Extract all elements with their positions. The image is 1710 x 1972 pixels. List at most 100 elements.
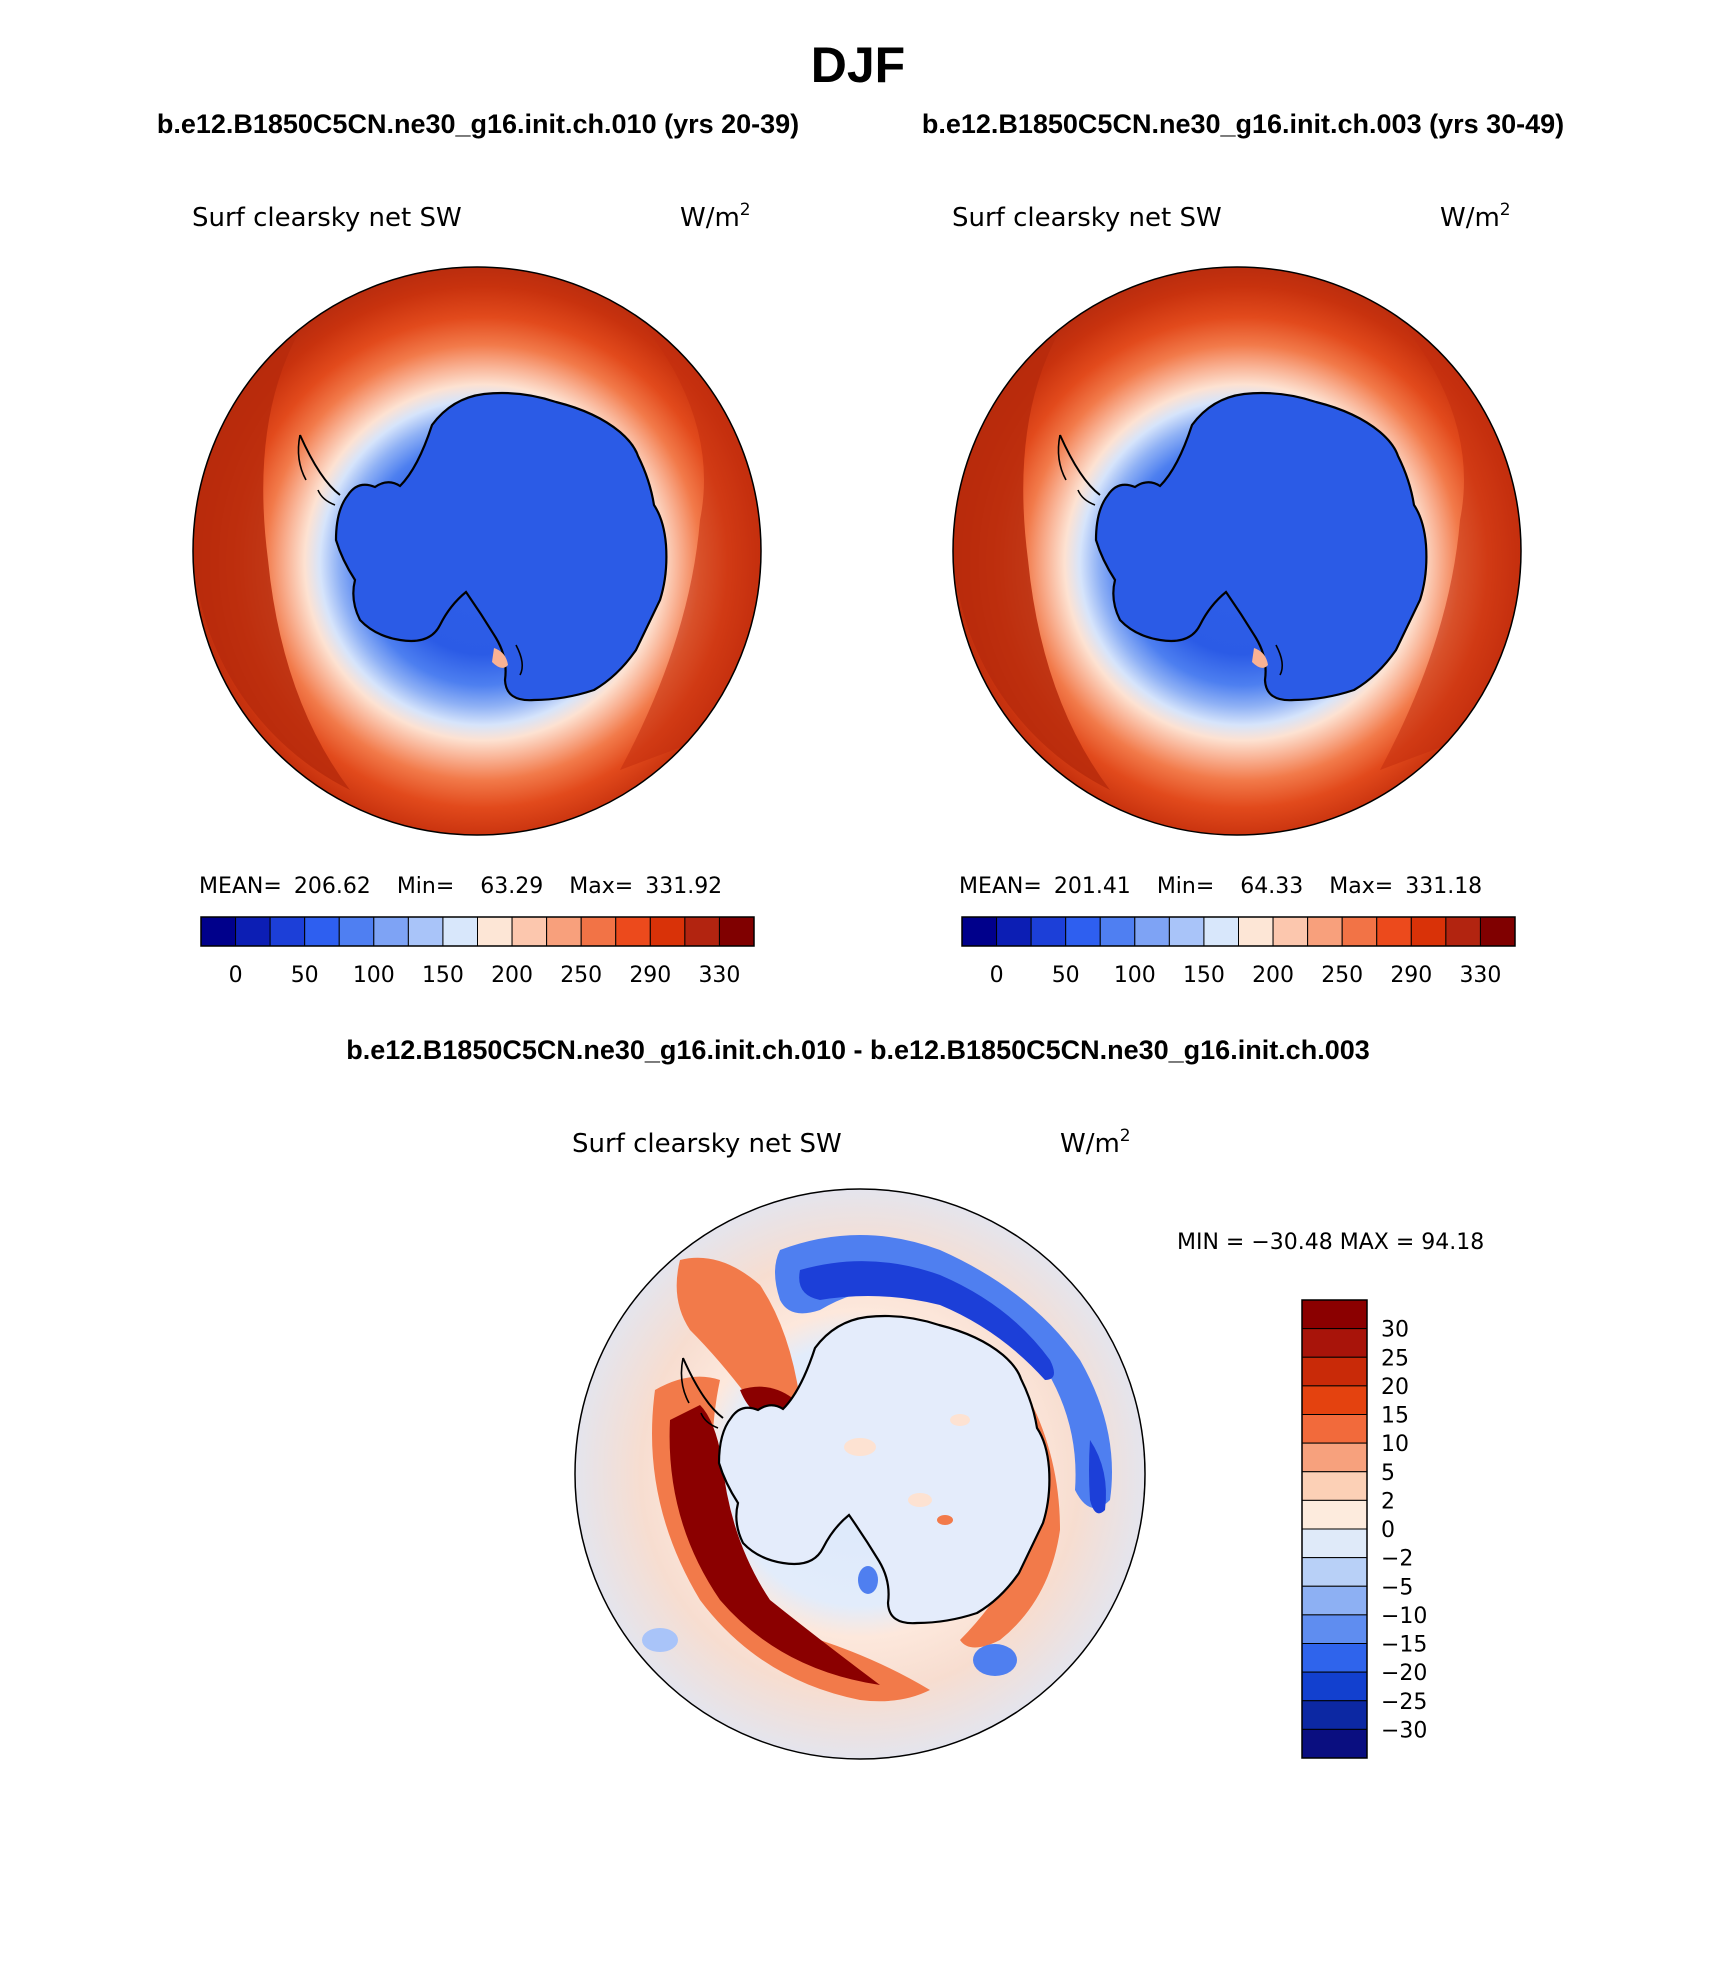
diff-colorbar-tick-label: 20 xyxy=(1381,1375,1409,1400)
diff-antarctica-coastline xyxy=(717,1314,1051,1625)
right-colorbar-swatch-10 xyxy=(1307,916,1343,947)
top-left-case-title: b.e12.B1850C5CN.ne30_g16.init.ch.010 (yr… xyxy=(157,109,799,139)
diff-colorbar-tick-label: −25 xyxy=(1381,1690,1427,1715)
diff-variable-label: Surf clearsky net SW xyxy=(572,1129,842,1159)
diff-colorbar-swatch-13 xyxy=(1301,1671,1368,1702)
right-colorbar-swatch-0 xyxy=(961,916,998,947)
diff-colorbar-tick-label: −10 xyxy=(1381,1604,1427,1629)
left-colorbar-tick-label: 290 xyxy=(629,963,671,988)
left-colorbar-swatch-0 xyxy=(200,916,237,947)
left-colorbar-tick-label: 250 xyxy=(560,963,602,988)
right-colorbar-tick-label: 250 xyxy=(1321,963,1363,988)
left-antarctica-coastline xyxy=(334,391,668,702)
diff-colorbar-swatch-7 xyxy=(1301,1499,1368,1530)
right-colorbar-swatch-11 xyxy=(1341,916,1378,947)
diff-colorbar-swatch-10 xyxy=(1301,1585,1368,1616)
left-colorbar-swatch-11 xyxy=(580,916,617,947)
diff-colorbar-tick-label: −20 xyxy=(1381,1661,1427,1686)
diff-colorbar-swatch-3 xyxy=(1301,1385,1368,1415)
diff-colorbar-swatch-6 xyxy=(1301,1471,1368,1501)
right-colorbar-tick-label: 100 xyxy=(1114,963,1156,988)
diff-colorbar-swatch-11 xyxy=(1301,1614,1368,1644)
left-panel: Surf clearsky net SW W/m2 MEAN= 206.62 Min… xyxy=(192,200,762,988)
left-colorbar-tick-label: 0 xyxy=(229,963,243,988)
diff-colorbar-tick-label: −15 xyxy=(1381,1633,1427,1658)
left-colorbar-swatch-12 xyxy=(615,916,651,947)
left-units-label: W/m2 xyxy=(680,200,751,233)
left-colorbar-tick-label: 330 xyxy=(698,963,740,988)
diff-units-label: W/m2 xyxy=(1060,1126,1131,1159)
right-stats-line: MEAN= 201.41 Min= 64.33 Max= 331.18 xyxy=(959,874,1482,899)
diff-colorbar-tick-label: 0 xyxy=(1381,1518,1395,1543)
right-colorbar-swatch-2 xyxy=(1030,916,1067,947)
left-variable-label: Surf clearsky net SW xyxy=(192,203,462,233)
diff-map xyxy=(575,1189,1145,1759)
right-colorbar-swatch-8 xyxy=(1238,916,1274,947)
right-colorbar-swatch-4 xyxy=(1099,916,1136,947)
left-colorbar-tick-label: 150 xyxy=(422,963,464,988)
left-colorbar-swatch-10 xyxy=(546,916,582,947)
diff-colorbar-tick-label: 10 xyxy=(1381,1432,1409,1457)
right-antarctica-coastline xyxy=(1094,391,1428,702)
right-colorbar-tick-label: 200 xyxy=(1252,963,1294,988)
right-units-label: W/m2 xyxy=(1440,200,1511,233)
left-colorbar-swatch-13 xyxy=(649,916,686,947)
right-colorbar-swatch-9 xyxy=(1272,916,1309,947)
difference-title: b.e12.B1850C5CN.ne30_g16.init.ch.010 - b… xyxy=(346,1035,1370,1065)
right-colorbar-tick-label: 0 xyxy=(990,963,1004,988)
left-colorbar-tick-label: 50 xyxy=(291,963,319,988)
diff-colorbar-swatch-4 xyxy=(1301,1414,1368,1444)
left-colorbar-swatch-7 xyxy=(442,916,478,947)
left-colorbar-swatch-6 xyxy=(407,916,444,947)
left-colorbar-tick-label: 100 xyxy=(353,963,395,988)
left-colorbar-swatch-15 xyxy=(718,916,755,947)
diff-colorbar-tick-label: 25 xyxy=(1381,1346,1409,1371)
diff-colorbar-tick-label: 30 xyxy=(1381,1318,1409,1343)
diff-min-max-label: MIN = −30.48 MAX = 94.18 xyxy=(1177,1230,1484,1255)
left-colorbar-swatch-1 xyxy=(235,916,271,947)
right-colorbar-swatch-12 xyxy=(1376,916,1412,947)
right-colorbar-tick-label: 50 xyxy=(1052,963,1080,988)
left-stats-line: MEAN= 206.62 Min= 63.29 Max= 331.92 xyxy=(199,874,722,899)
right-colorbar-swatch-6 xyxy=(1168,916,1205,947)
right-colorbar-tick-label: 290 xyxy=(1390,963,1432,988)
diff-colorbar-tick-label: −30 xyxy=(1381,1718,1427,1743)
left-colorbar-swatch-5 xyxy=(373,916,409,947)
right-colorbar: 0 50 100 150 200 250 290 330 xyxy=(961,916,1516,988)
left-colorbar-swatch-2 xyxy=(269,916,306,947)
right-colorbar-tick-label: 150 xyxy=(1183,963,1225,988)
diff-colorbar-swatch-9 xyxy=(1301,1557,1368,1587)
right-variable-label: Surf clearsky net SW xyxy=(952,203,1222,233)
diff-colorbar-tick-label: −2 xyxy=(1381,1547,1413,1572)
diff-colorbar-tick-label: 5 xyxy=(1381,1461,1395,1486)
left-colorbar-swatch-4 xyxy=(338,916,375,947)
diff-colorbar-tick-label: 2 xyxy=(1381,1489,1395,1514)
top-right-case-title: b.e12.B1850C5CN.ne30_g16.init.ch.003 (yr… xyxy=(922,109,1564,139)
diff-colorbar-swatch-12 xyxy=(1301,1643,1368,1673)
left-colorbar-swatch-9 xyxy=(511,916,548,947)
left-colorbar-tick-label: 200 xyxy=(491,963,533,988)
diff-colorbar-swatch-2 xyxy=(1301,1356,1368,1387)
right-colorbar-swatch-14 xyxy=(1445,916,1481,947)
diff-colorbar-swatch-5 xyxy=(1301,1442,1368,1473)
left-colorbar-swatch-14 xyxy=(684,916,720,947)
left-colorbar-swatch-3 xyxy=(304,916,340,947)
right-colorbar-swatch-1 xyxy=(996,916,1032,947)
left-colorbar-swatch-8 xyxy=(477,916,513,947)
right-colorbar-tick-label: 330 xyxy=(1459,963,1501,988)
right-colorbar-swatch-3 xyxy=(1065,916,1101,947)
diff-colorbar-tick-label: 15 xyxy=(1381,1404,1409,1429)
diff-colorbar-swatch-0 xyxy=(1301,1299,1368,1330)
right-colorbar-swatch-15 xyxy=(1479,916,1516,947)
right-panel: Surf clearsky net SW W/m2 MEAN= 201.41 Min… xyxy=(952,200,1522,988)
diff-colorbar-swatch-14 xyxy=(1301,1700,1368,1730)
right-map xyxy=(953,267,1521,835)
diff-colorbar-swatch-15 xyxy=(1301,1728,1368,1759)
diff-colorbar-swatch-1 xyxy=(1301,1328,1368,1358)
left-colorbar: 0 50 100 150 200 250 290 330 xyxy=(200,916,755,988)
difference-panel: Surf clearsky net SW W/m2 MIN = −30.48 M… xyxy=(572,1126,1484,1760)
right-colorbar-swatch-7 xyxy=(1203,916,1239,947)
right-colorbar-swatch-5 xyxy=(1134,916,1170,947)
left-map xyxy=(193,267,761,835)
page-title: DJF xyxy=(811,37,905,93)
